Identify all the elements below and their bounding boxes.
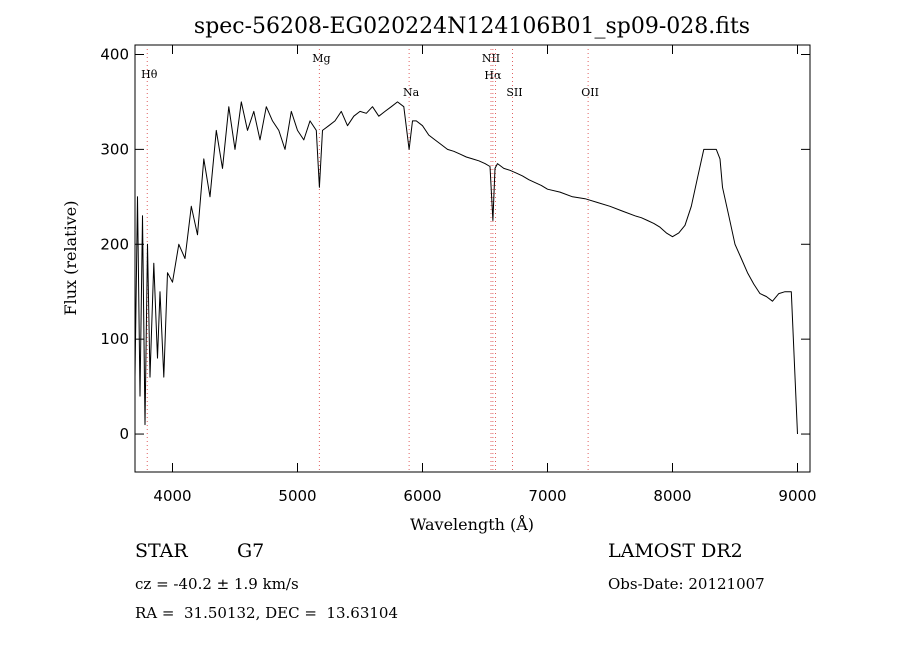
y-tick-label: 400	[100, 45, 129, 63]
y-tick-label: 0	[119, 425, 129, 443]
x-tick-label: 5000	[278, 487, 316, 505]
observation-date: Obs-Date: 20121007	[608, 575, 765, 593]
axis-ticks: 4000 5000 6000 7000 8000 9000 0 100 200 300 400	[100, 45, 817, 505]
coordinates: RA = 31.50132, DEC = 13.63104	[135, 604, 399, 622]
y-tick-label: 300	[100, 140, 129, 158]
spectrum-line	[134, 101, 798, 435]
y-axis-label: Flux (relative)	[61, 201, 80, 316]
x-tick-label: 9000	[778, 487, 816, 505]
x-tick-label: 7000	[528, 487, 566, 505]
plot-frame	[134, 44, 811, 473]
spectral-line-label: Mg	[312, 52, 330, 65]
y-tick-label: 100	[100, 330, 129, 348]
object-class: STAR	[135, 540, 188, 562]
spectrum-series	[134, 101, 798, 435]
x-tick-label: 6000	[403, 487, 441, 505]
x-axis-label: Wavelength (Å)	[410, 514, 534, 534]
redshift-cz: cz = -40.2 ± 1.9 km/s	[135, 575, 299, 593]
x-tick-label: 4000	[153, 487, 191, 505]
spectral-line-label: SII	[506, 86, 522, 99]
spectral-line-label: NII	[482, 52, 500, 65]
chart-title: spec-56208-EG020224N124106B01_sp09-028.f…	[194, 14, 750, 39]
spectral-line-label: Na	[403, 86, 420, 99]
spectral-line-markers: Hθ Mg Na NII Hα SII OII	[141, 49, 599, 472]
survey-name: LAMOST DR2	[608, 540, 743, 562]
y-tick-label: 200	[100, 235, 129, 253]
x-tick-label: 8000	[653, 487, 691, 505]
spectral-line-label: Hθ	[141, 68, 158, 81]
object-subclass: G7	[237, 540, 265, 562]
spectral-line-label: Hα	[484, 69, 502, 82]
spectral-line-label: OII	[581, 86, 599, 99]
